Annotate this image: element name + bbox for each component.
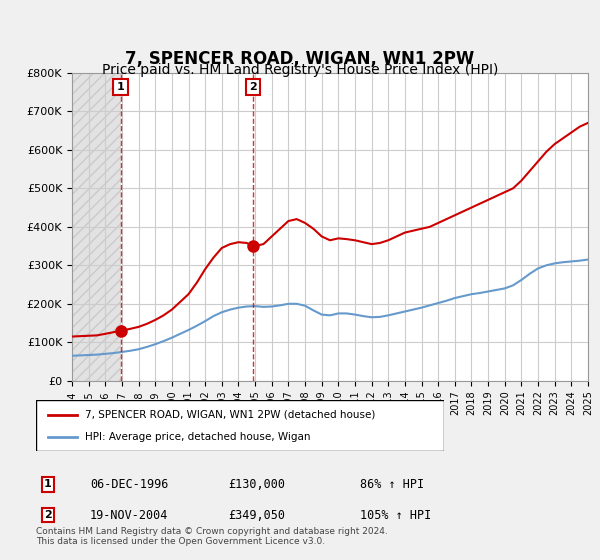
Text: £130,000: £130,000 (228, 478, 285, 491)
Text: 2: 2 (249, 82, 257, 92)
Text: Price paid vs. HM Land Registry's House Price Index (HPI): Price paid vs. HM Land Registry's House … (102, 63, 498, 77)
FancyBboxPatch shape (36, 400, 444, 451)
Text: 105% ↑ HPI: 105% ↑ HPI (360, 508, 431, 522)
Text: 19-NOV-2004: 19-NOV-2004 (90, 508, 169, 522)
Text: 1: 1 (44, 479, 52, 489)
Bar (72, 73, 121, 381)
Text: Contains HM Land Registry data © Crown copyright and database right 2024.
This d: Contains HM Land Registry data © Crown c… (36, 526, 388, 546)
Text: 7, SPENCER ROAD, WIGAN, WN1 2PW: 7, SPENCER ROAD, WIGAN, WN1 2PW (125, 50, 475, 68)
Text: 2: 2 (44, 510, 52, 520)
Text: 86% ↑ HPI: 86% ↑ HPI (360, 478, 424, 491)
Text: 1: 1 (117, 82, 124, 92)
Text: 7, SPENCER ROAD, WIGAN, WN1 2PW (detached house): 7, SPENCER ROAD, WIGAN, WN1 2PW (detache… (85, 409, 376, 419)
Text: £349,050: £349,050 (228, 508, 285, 522)
Text: 06-DEC-1996: 06-DEC-1996 (90, 478, 169, 491)
Text: HPI: Average price, detached house, Wigan: HPI: Average price, detached house, Wiga… (85, 432, 310, 442)
